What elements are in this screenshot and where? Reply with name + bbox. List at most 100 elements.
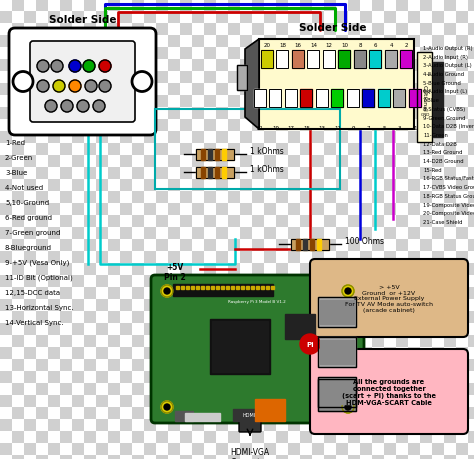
Bar [120,228,132,240]
Bar [408,252,420,263]
Bar [48,240,60,252]
Bar [372,228,384,240]
Bar [210,319,270,374]
Bar [312,72,324,84]
Bar [259,40,414,130]
Bar [300,132,312,144]
Bar [108,383,120,395]
Bar [312,168,324,179]
Bar [212,321,268,372]
Bar [60,240,72,252]
Bar [324,48,336,60]
Bar [372,323,384,335]
Bar [384,275,396,287]
Bar [60,455,72,459]
Bar [360,72,372,84]
Bar [348,371,360,383]
Bar [252,144,264,156]
Bar [216,24,228,36]
Bar [308,51,319,69]
Bar [396,419,408,431]
Bar [288,84,300,96]
Bar [348,179,360,191]
Bar [432,60,444,72]
Bar [228,108,240,120]
Bar [456,228,468,240]
Bar [144,335,156,347]
Bar [204,323,216,335]
Bar [144,36,156,48]
Bar [36,0,48,12]
Bar [331,90,344,108]
Bar [204,108,216,120]
Text: 5-Blue Ground: 5-Blue Ground [423,81,461,86]
Bar [228,263,240,275]
Bar [372,168,384,179]
Bar [24,12,36,24]
Bar [347,90,359,108]
Bar [408,419,420,431]
Bar [132,252,144,263]
Bar [96,72,108,84]
Circle shape [51,61,63,73]
Bar [84,287,96,299]
Bar [144,96,156,108]
Bar [324,240,336,252]
Bar [36,60,48,72]
Bar [228,443,240,455]
Bar [228,252,240,263]
Bar [456,240,468,252]
Bar [24,263,36,275]
Bar [324,359,336,371]
Text: 13: 13 [319,126,326,131]
Bar [348,287,360,299]
Bar [384,132,396,144]
Bar [216,287,228,299]
Bar [264,228,276,240]
Bar [120,419,132,431]
Bar [420,431,432,443]
Bar [192,144,204,156]
Bar [360,419,372,431]
Circle shape [69,61,81,73]
Bar [196,286,199,289]
Text: 8: 8 [358,43,362,48]
Text: HDMI-VGA
Converter: HDMI-VGA Converter [230,447,270,459]
Bar [180,156,192,168]
Bar [84,228,96,240]
Bar [168,36,180,48]
Bar [372,299,384,311]
Bar [396,0,408,12]
Bar [324,431,336,443]
Bar [336,96,348,108]
Bar [348,275,360,287]
Bar [288,252,300,263]
Bar [156,252,168,263]
Bar [254,90,266,108]
Bar [180,407,192,419]
Bar [360,96,372,108]
Text: 14: 14 [310,43,317,48]
Bar [120,120,132,132]
Bar [96,228,108,240]
Bar [372,96,384,108]
Bar [456,395,468,407]
Bar [12,120,24,132]
Bar [384,48,396,60]
Bar [24,96,36,108]
Bar [324,252,336,263]
Bar [264,0,276,12]
Bar [420,443,432,455]
Bar [168,168,180,179]
Bar [456,179,468,191]
Bar [420,371,432,383]
Bar [408,156,420,168]
Bar [156,120,168,132]
Bar [336,72,348,84]
Bar [132,144,144,156]
Bar [360,359,372,371]
Polygon shape [245,40,259,130]
Bar [432,407,444,419]
Bar [204,275,216,287]
Bar [360,311,372,323]
